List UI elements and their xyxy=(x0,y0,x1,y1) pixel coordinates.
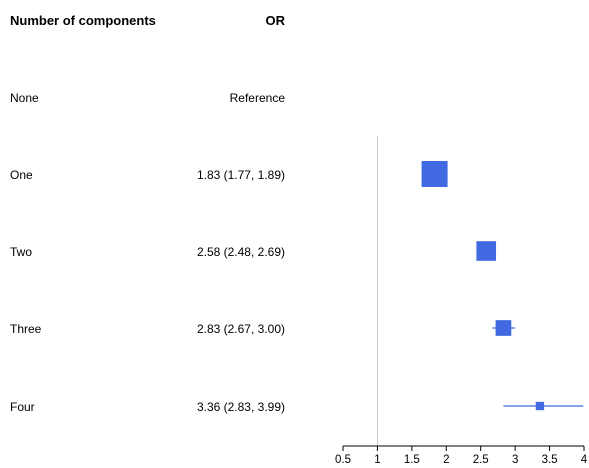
row-or-two: 2.58 (2.48, 2.69) xyxy=(197,245,285,259)
x-tick-label-4: 4 xyxy=(581,454,588,466)
header-or: OR xyxy=(266,13,286,28)
x-tick-label-3: 3 xyxy=(512,454,518,466)
x-tick-label-0.5: 0.5 xyxy=(335,454,351,466)
row-or-four: 3.36 (2.83, 3.99) xyxy=(197,400,285,414)
row-label-four: Four xyxy=(10,400,35,414)
row-label-three: Three xyxy=(10,322,42,336)
x-tick-label-3.5: 3.5 xyxy=(542,454,558,466)
row-or-none: Reference xyxy=(230,91,286,105)
x-tick-label-2: 2 xyxy=(443,454,449,466)
header-number-of-components: Number of components xyxy=(10,13,156,28)
point-estimate-one xyxy=(421,161,448,187)
row-label-none: None xyxy=(10,91,39,105)
row-label-one: One xyxy=(10,168,33,182)
x-tick-label-1: 1 xyxy=(374,454,380,466)
row-or-three: 2.83 (2.67, 3.00) xyxy=(197,322,285,336)
point-estimate-two xyxy=(476,241,497,261)
row-or-one: 1.83 (1.77, 1.89) xyxy=(197,168,285,182)
x-tick-label-1.5: 1.5 xyxy=(404,454,420,466)
row-label-two: Two xyxy=(10,245,32,259)
x-tick-label-2.5: 2.5 xyxy=(473,454,489,466)
point-estimate-three xyxy=(495,320,512,336)
point-estimate-four xyxy=(535,401,545,411)
